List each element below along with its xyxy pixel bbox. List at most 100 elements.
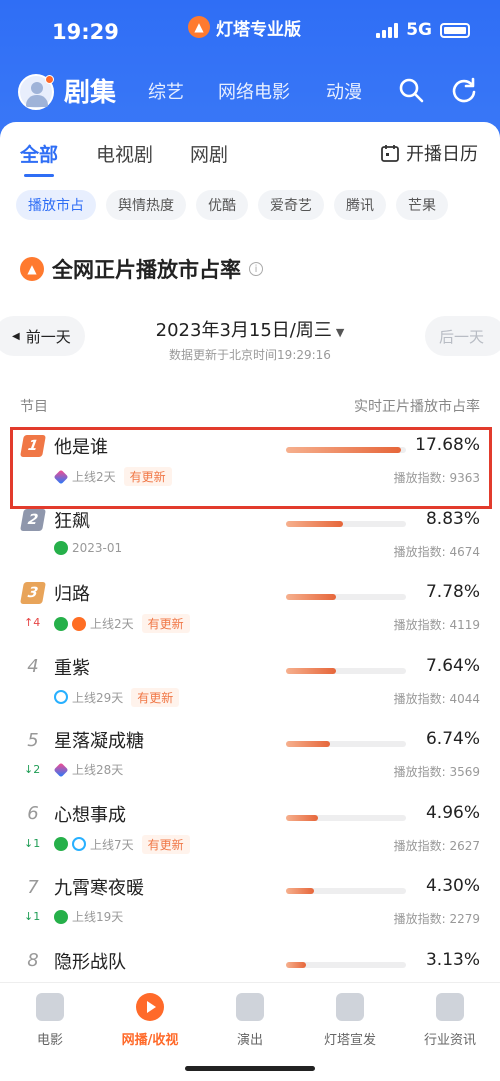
platform-iq-icon [54,616,68,631]
chip-play-share[interactable]: 播放市占 [16,190,96,220]
play-index: 播放指数: 2627 [393,838,480,853]
calendar-label: 开播日历 [406,144,478,165]
chip-tencent[interactable]: 腾讯 [334,190,386,220]
prev-day-button[interactable]: ◀ 前一天 [0,316,85,356]
share-value: 8.83% [425,508,480,529]
platform-tx-icon [53,469,69,484]
share-bar-fill [286,961,307,968]
table-row[interactable]: 4 重紫 上线29天 有更新 7.64% 播放指数: 4044 [0,648,500,720]
play-index: 播放指数: 9363 [393,471,480,485]
bottom-nav-item[interactable]: 网播/收视 [100,993,200,1048]
notification-dot [45,75,54,84]
next-day-button[interactable]: 后一天 [424,316,500,356]
play-index: 播放指数: 4674 [393,544,480,559]
status-time: 19:29 [52,20,119,44]
info-icon[interactable]: i [249,262,263,276]
table-row[interactable]: 6 心想事成 ↓1 上线7天 有更新 4.96% 播放指数: 2627 [0,795,500,867]
status-right: 5G [376,20,470,40]
column-header-share: 实时正片播放市占率 [354,399,480,415]
movie-icon [36,993,64,1021]
date-selector[interactable]: 2023年3月15日/周三 ▼ [0,316,500,342]
chip-youku[interactable]: 优酷 [196,190,248,220]
bottom-nav-item[interactable]: 灯塔宣发 [300,993,400,1048]
subtab-web[interactable]: 网剧 [190,144,229,166]
subtab-tv[interactable]: 电视剧 [96,144,154,166]
program-meta: 上线29天 有更新 [54,687,180,707]
table-row[interactable]: 8 隐形战队 3.13% [0,942,500,983]
table-row[interactable]: 2 狂飙 2023-01 8.83% 播放指数: 4674 [0,501,500,573]
highlight-box [10,427,492,509]
platform-tx-icon [53,762,69,777]
share-bar [286,594,406,600]
share-value: 4.96% [425,802,480,823]
tab-web-movie[interactable]: 网络电影 [218,82,290,103]
program-title: 狂飙 [54,510,90,532]
bottom-nav-item[interactable]: 演出 [200,993,300,1048]
table-row[interactable]: 1 他是谁 上线2天 有更新 17.68% 播放指数: 9363 [0,427,500,509]
network-type: 5G [406,20,432,40]
rank-number: 6 [27,803,39,824]
rank-number: 8 [27,950,39,971]
tab-anime[interactable]: 动漫 [326,82,362,103]
caret-down-icon: ▼ [335,326,345,339]
table-row[interactable]: 7 九霄寒夜暖 ↓1 上线19天 4.30% 播放指数: 2279 [0,868,500,940]
bottom-nav-item[interactable]: 电影 [0,993,100,1048]
microphone-icon [236,993,264,1021]
program-title: 星落凝成糖 [54,731,144,752]
content-card: 全部 电视剧 网剧 开播日历 播放市占 舆情热度 优酷 爱奇艺 腾讯 芒果 ▲ … [0,122,500,982]
column-header-program: 节目 [20,399,48,415]
chip-iqiyi[interactable]: 爱奇艺 [258,190,324,220]
search-icon[interactable] [397,76,425,104]
rank-number: 5 [27,729,39,751]
subtab-all[interactable]: 全部 [20,144,59,166]
share-bar-fill [286,447,401,453]
bottom-nav-item[interactable]: 行业资讯 [400,993,500,1048]
tab-variety[interactable]: 综艺 [148,82,184,103]
chip-mango[interactable]: 芒果 [396,190,448,220]
rank-change: ↓1 [24,910,41,923]
rank-number: 7 [27,876,39,898]
program-title: 心想事成 [54,804,126,826]
share-bar [286,667,406,674]
update-tag: 有更新 [131,687,180,707]
chip-sentiment[interactable]: 舆情热度 [106,190,186,220]
online-days: 上线28天 [72,763,124,777]
update-time: 数据更新于北京时间19:29:16 [169,348,331,362]
program-meta: 上线28天 [53,761,124,778]
update-tag: 有更新 [141,834,190,854]
refresh-icon[interactable] [450,76,478,104]
share-bar-fill [286,741,330,747]
program-title: 重紫 [54,657,90,679]
table-row[interactable]: 3 归路 ↑4 上线2天 有更新 7.78% 播放指数: 4119 [0,574,500,646]
platform-yk-icon [72,837,86,851]
premiere-calendar-button[interactable]: 开播日历 [380,140,478,166]
rank-number: 3 [20,582,46,604]
news-icon [436,993,464,1021]
signal-icon [376,22,399,38]
online-days: 2023-01 [72,540,123,555]
bottom-nav-label: 电影 [36,1033,63,1048]
table-row[interactable]: 5 星落凝成糖 ↓2 上线28天 6.74% 播放指数: 3569 [0,721,500,793]
rank-number: 2 [20,508,46,531]
share-bar-fill [286,888,314,894]
share-bar [286,814,406,821]
section-title-text: 全网正片播放市占率 [52,258,241,282]
platform-mg-icon [72,616,86,631]
lighthouse-icon: ▲ [20,257,44,281]
avatar[interactable] [18,74,54,110]
program-title: 他是谁 [54,437,108,458]
bottom-nav: 电影 网播/收视 演出 灯塔宣发 行业资讯 [0,982,500,1081]
next-day-label: 后一天 [438,327,484,346]
update-tag: 有更新 [123,467,172,486]
subtab-underline [24,174,54,177]
bottom-nav-label: 行业资讯 [423,1033,476,1048]
platform-iq-icon [54,540,68,555]
online-days: 上线2天 [72,470,116,484]
tab-series[interactable]: 剧集 [64,78,117,108]
platform-iq-icon [54,837,68,851]
share-bar-fill [286,520,344,527]
subtab-bar: 全部 电视剧 网剧 开播日历 [0,138,500,178]
share-bar [286,520,406,527]
app-badge: ▲ 灯塔专业版 [188,14,301,40]
lighthouse-icon [336,993,364,1021]
